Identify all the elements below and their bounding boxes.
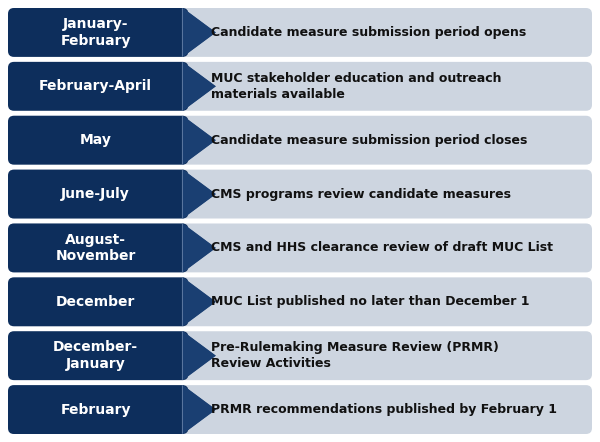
FancyBboxPatch shape <box>8 278 592 326</box>
Polygon shape <box>182 62 215 111</box>
FancyBboxPatch shape <box>8 8 188 57</box>
Polygon shape <box>182 170 215 218</box>
FancyBboxPatch shape <box>8 385 188 434</box>
Polygon shape <box>182 278 215 326</box>
Text: MUC stakeholder education and outreach
materials available: MUC stakeholder education and outreach m… <box>211 72 502 101</box>
FancyBboxPatch shape <box>8 116 592 164</box>
Polygon shape <box>183 224 216 272</box>
Text: PRMR recommendations published by February 1: PRMR recommendations published by Februa… <box>211 403 557 416</box>
Polygon shape <box>182 278 215 326</box>
FancyBboxPatch shape <box>8 224 188 272</box>
FancyBboxPatch shape <box>8 278 188 326</box>
FancyBboxPatch shape <box>8 170 188 218</box>
Polygon shape <box>182 385 215 434</box>
Text: Candidate measure submission period closes: Candidate measure submission period clos… <box>211 133 527 147</box>
Text: May: May <box>80 133 112 147</box>
Text: CMS programs review candidate measures: CMS programs review candidate measures <box>211 187 511 201</box>
Polygon shape <box>183 385 216 434</box>
Polygon shape <box>183 331 216 380</box>
FancyBboxPatch shape <box>8 8 592 57</box>
Polygon shape <box>182 8 215 57</box>
FancyBboxPatch shape <box>8 385 592 434</box>
Polygon shape <box>182 224 215 272</box>
FancyBboxPatch shape <box>8 224 592 272</box>
Polygon shape <box>182 385 215 434</box>
FancyBboxPatch shape <box>8 62 592 111</box>
Text: August-
November: August- November <box>55 232 136 263</box>
Text: MUC List published no later than December 1: MUC List published no later than Decembe… <box>211 295 530 309</box>
FancyBboxPatch shape <box>8 331 188 380</box>
Text: January-
February: January- February <box>60 17 131 48</box>
Polygon shape <box>182 170 215 218</box>
Text: June-July: June-July <box>61 187 130 201</box>
Polygon shape <box>182 331 215 380</box>
Text: Pre-Rulemaking Measure Review (PRMR)
Review Activities: Pre-Rulemaking Measure Review (PRMR) Rev… <box>211 341 499 370</box>
Polygon shape <box>183 278 216 326</box>
Text: CMS and HHS clearance review of draft MUC List: CMS and HHS clearance review of draft MU… <box>211 241 553 255</box>
FancyBboxPatch shape <box>8 170 592 218</box>
Polygon shape <box>183 116 216 164</box>
Polygon shape <box>182 116 215 164</box>
Polygon shape <box>182 116 215 164</box>
Text: February: February <box>60 403 131 416</box>
FancyBboxPatch shape <box>8 116 188 164</box>
Polygon shape <box>183 8 216 57</box>
Polygon shape <box>182 62 215 111</box>
Text: December-
January: December- January <box>53 340 138 371</box>
Polygon shape <box>183 170 216 218</box>
Polygon shape <box>182 224 215 272</box>
Text: December: December <box>56 295 135 309</box>
FancyBboxPatch shape <box>8 62 188 111</box>
Polygon shape <box>182 8 215 57</box>
FancyBboxPatch shape <box>8 331 592 380</box>
Text: February-April: February-April <box>39 79 152 93</box>
Polygon shape <box>182 331 215 380</box>
Polygon shape <box>183 62 216 111</box>
Text: Candidate measure submission period opens: Candidate measure submission period open… <box>211 26 526 39</box>
